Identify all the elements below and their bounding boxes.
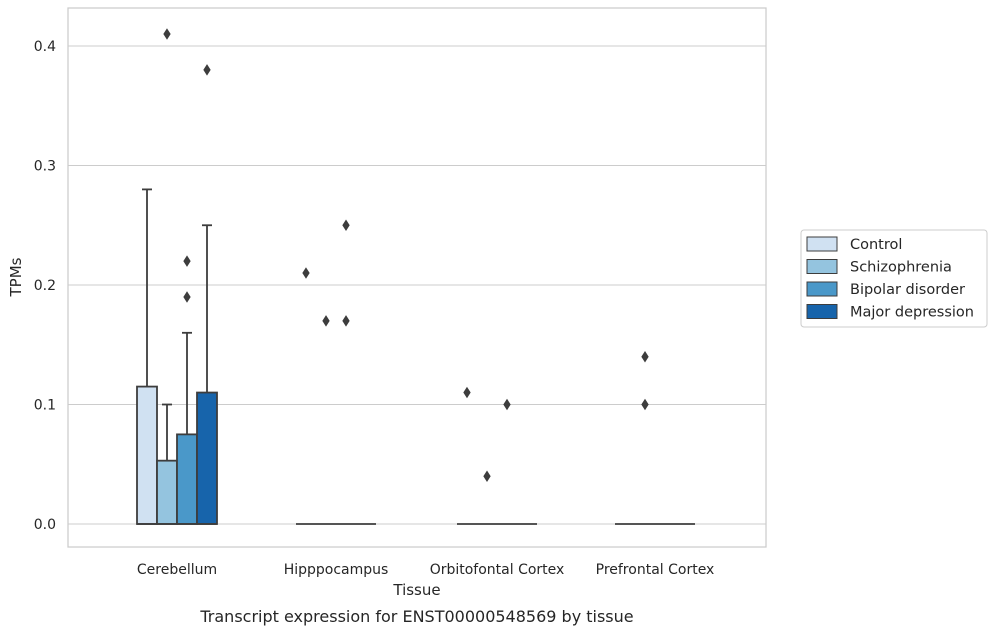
box-1-1 — [316, 315, 336, 525]
y-tick-label: 0.4 — [34, 39, 56, 55]
outlier-point — [483, 470, 491, 482]
legend-swatch — [806, 281, 838, 297]
outlier-point — [641, 398, 649, 411]
box-0-3 — [196, 64, 218, 525]
box — [176, 433, 198, 525]
x-tick-label: Hipppocampus — [284, 562, 389, 578]
box-0-2 — [176, 255, 198, 525]
y-tick-label: 0.0 — [34, 517, 56, 533]
outlier-point — [322, 315, 330, 327]
chart-caption: Transcript expression for ENST0000054856… — [199, 607, 633, 626]
outlier-point — [163, 28, 171, 40]
y-tick-label: 0.2 — [34, 278, 56, 294]
outlier-point — [203, 64, 211, 76]
legend-swatch — [806, 304, 838, 319]
outlier-point — [342, 219, 350, 231]
legend-frame — [800, 229, 988, 328]
outlier-point — [342, 315, 350, 327]
legend-label: Major depression — [850, 305, 974, 321]
box — [156, 459, 178, 525]
outlier-point — [183, 291, 191, 303]
box-2-0 — [457, 386, 477, 525]
legend: Control Schizophrenia Bipolar disorder Majo… — [800, 229, 988, 328]
box-2-1 — [477, 470, 497, 525]
plot-frame — [67, 7, 767, 548]
box-1-0 — [296, 267, 316, 525]
box — [196, 391, 218, 525]
y-axis-label: TPMs — [7, 257, 25, 297]
legend-label: Schizophrenia — [850, 260, 952, 276]
x-tick-label: Cerebellum — [137, 562, 217, 578]
x-axis-label: Tissue — [392, 581, 440, 599]
box-0-1 — [156, 28, 178, 525]
x-tick-label: Orbitofontal Cortex — [430, 562, 565, 578]
x-tick-labels: Cerebellum Hipppocampus Orbitofontal Corte… — [137, 562, 714, 578]
y-tick-label: 0.3 — [34, 159, 56, 175]
box-3-1 — [635, 350, 655, 525]
box-2-2 — [497, 398, 517, 525]
outlier-point — [463, 386, 471, 399]
box-0-0 — [136, 188, 158, 525]
box-layer — [136, 28, 695, 525]
legend-label: Control — [850, 237, 902, 253]
legend-swatch — [806, 259, 838, 274]
box-1-2 — [336, 219, 356, 525]
grid-layer — [68, 45, 766, 525]
y-tick-label: 0.1 — [34, 398, 56, 414]
legend-swatch — [806, 236, 838, 252]
y-tick-labels: 0.0 0.1 0.2 0.3 0.4 — [34, 39, 56, 533]
outlier-point — [641, 350, 649, 363]
outlier-point — [503, 398, 511, 411]
legend-label: Bipolar disorder — [850, 282, 965, 298]
outlier-point — [183, 255, 191, 267]
outlier-point — [302, 267, 310, 279]
x-tick-label: Prefrontal Cortex — [596, 562, 715, 578]
box — [136, 385, 158, 525]
